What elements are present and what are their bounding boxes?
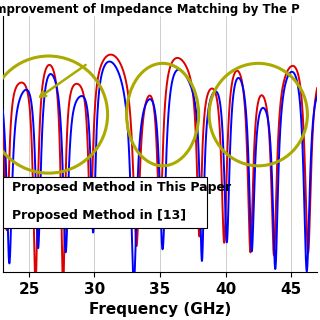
Text: Improvement of Impedance Matching by The P: Improvement of Impedance Matching by The… — [0, 3, 300, 16]
X-axis label: Frequency (GHz): Frequency (GHz) — [89, 302, 231, 317]
FancyBboxPatch shape — [3, 177, 207, 228]
Text: Proposed Method in This Paper: Proposed Method in This Paper — [12, 181, 231, 194]
Text: Proposed Method in [13]: Proposed Method in [13] — [12, 209, 186, 222]
